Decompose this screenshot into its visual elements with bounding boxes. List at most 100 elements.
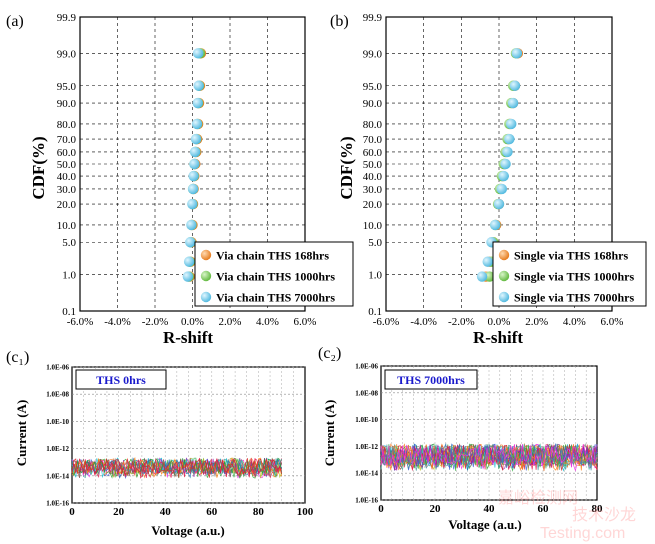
y-tick-label: 95.0 (363, 81, 383, 93)
y-tick-label: 99.0 (57, 48, 77, 60)
legend-label: Via chain THS 1000hrs (216, 270, 335, 284)
iv-trace (380, 444, 598, 470)
x-tick-label: 40 (160, 506, 172, 518)
y-tick-label: 30.0 (363, 184, 383, 196)
annotation-box (75, 369, 167, 390)
x-tick-label: 80 (253, 506, 265, 518)
data-point (189, 158, 200, 170)
x-tick-label: 0.0% (181, 316, 204, 328)
y-tick-label: 1.0E-16 (355, 497, 378, 505)
y-tick-label: 10.0 (363, 220, 383, 232)
x-tick-label: 80 (592, 503, 604, 515)
x-tick-label: 0 (69, 506, 75, 518)
data-point (506, 118, 517, 130)
y-tick-label: 0.1 (368, 306, 382, 318)
x-axis-label-a: R-shift (163, 328, 213, 347)
y-tick-label: 50.0 (57, 159, 77, 171)
y-tick-label: 1.0E-12 (355, 443, 378, 451)
data-point (190, 133, 202, 145)
legend-marker (498, 291, 510, 303)
legend-marker (498, 270, 510, 282)
data-point (490, 219, 501, 231)
y-tick-label: 99.9 (363, 12, 383, 24)
data-point (193, 80, 204, 91)
data-point (182, 271, 194, 282)
x-tick-label: 4.0% (563, 316, 586, 328)
x-tick-label: -6.0% (67, 316, 94, 328)
y-axis-label-a: CDF(%) (29, 136, 48, 199)
y-axis-label-b: CDF(%) (337, 136, 356, 199)
data-point (504, 133, 515, 145)
x-tick-label: 60 (538, 503, 550, 515)
data-point (493, 198, 505, 210)
y-tick-label: 1.0E-08 (355, 389, 378, 397)
y-axis-label-c1: Current (A) (14, 400, 29, 467)
y-tick-label: 99.9 (57, 12, 77, 24)
data-point (188, 170, 199, 182)
y-tick-label: 1.0 (62, 270, 76, 282)
data-point (187, 198, 198, 210)
x-tick-label: 6.0% (294, 316, 317, 328)
panel-label-c1: (c₁) (6, 349, 29, 366)
iv-plot-ths-0hrs: 1.0E-16 1.0E-14 1.0E-12 1.0E-10 1.0E-08 1.0E-… (46, 364, 314, 519)
y-tick-label: 70.0 (363, 134, 383, 146)
y-axis-label-c2: Current (A) (322, 400, 337, 467)
y-tick-label: 50.0 (363, 159, 383, 171)
data-point (507, 97, 519, 109)
y-tick-label: 80.0 (57, 119, 77, 131)
iv-trace (71, 457, 283, 479)
x-tick-label: 20 (430, 503, 442, 515)
y-tick-label: 40.0 (57, 171, 77, 183)
data-point (185, 237, 196, 248)
data-point (476, 271, 488, 282)
x-axis-label-c2: Voltage (a.u.) (448, 517, 522, 532)
x-tick-label: 100 (297, 506, 314, 518)
x-tick-label: 4.0% (256, 316, 279, 328)
y-tick-label: 1.0E-14 (46, 472, 69, 480)
data-point (192, 48, 204, 59)
iv-trace (71, 457, 283, 479)
x-tick-label: 0.0% (488, 316, 511, 328)
legend-box (194, 241, 354, 307)
y-tick-label: 30.0 (57, 184, 77, 196)
x-tick-label: 60 (206, 506, 218, 518)
legend-box (492, 241, 647, 307)
watermark-3: Testing.com (540, 525, 625, 542)
annotation-box (384, 369, 478, 390)
y-tick-label: 20.0 (57, 199, 77, 211)
data-point (484, 271, 495, 282)
y-tick-label: 1.0 (368, 270, 382, 282)
y-tick-label: 95.0 (57, 81, 77, 93)
y-tick-label: 1.0E-08 (46, 391, 69, 399)
data-point (498, 170, 509, 182)
data-point (509, 80, 521, 91)
data-point (191, 118, 203, 130)
x-tick-label: 2.0% (525, 316, 548, 328)
y-tick-label: 70.0 (57, 134, 77, 146)
panel-label-b: (b) (330, 13, 349, 30)
panel-label-a: (a) (6, 13, 24, 30)
y-tick-label: 5.0 (62, 237, 76, 249)
y-tick-label: 1.0E-06 (46, 364, 69, 372)
iv-plot-ths-7000hrs: 1.0E-16 1.0E-14 1.0E-12 1.0E-10 1.0E-08 1.0E-… (355, 363, 603, 516)
x-tick-label: -4.0% (104, 316, 131, 328)
y-tick-label: 60.0 (363, 147, 383, 159)
x-tick-label: -6.0% (373, 316, 400, 328)
cdf-plot-via-chain: 0.1 1.0 5.0 10.0 20.0 30.040.050.060.070.0 80.… (57, 12, 354, 328)
legend-marker (498, 249, 510, 261)
legend-marker (200, 249, 212, 261)
y-tick-label: 90.0 (363, 98, 383, 110)
legend-label: Single via THS 168hrs (514, 249, 628, 263)
y-tick-label: 1.0E-10 (46, 418, 69, 426)
y-tick-label: 80.0 (363, 119, 383, 131)
legend-marker (200, 291, 212, 303)
cdf-plot-single-via: 0.1 1.0 5.0 10.0 20.0 30.040.050.060.070.0 80.… (363, 12, 647, 328)
y-tick-label: 1.0E-12 (46, 445, 69, 453)
x-tick-label: -2.0% (142, 316, 169, 328)
annotation-label: THS 0hrs (96, 373, 146, 387)
watermark-2: 技术沙龙 (572, 506, 636, 524)
panel-label-c2: (c₂) (318, 345, 341, 362)
x-tick-label: -2.0% (448, 316, 475, 328)
x-axis-label-c1: Voltage (a.u.) (151, 523, 225, 538)
